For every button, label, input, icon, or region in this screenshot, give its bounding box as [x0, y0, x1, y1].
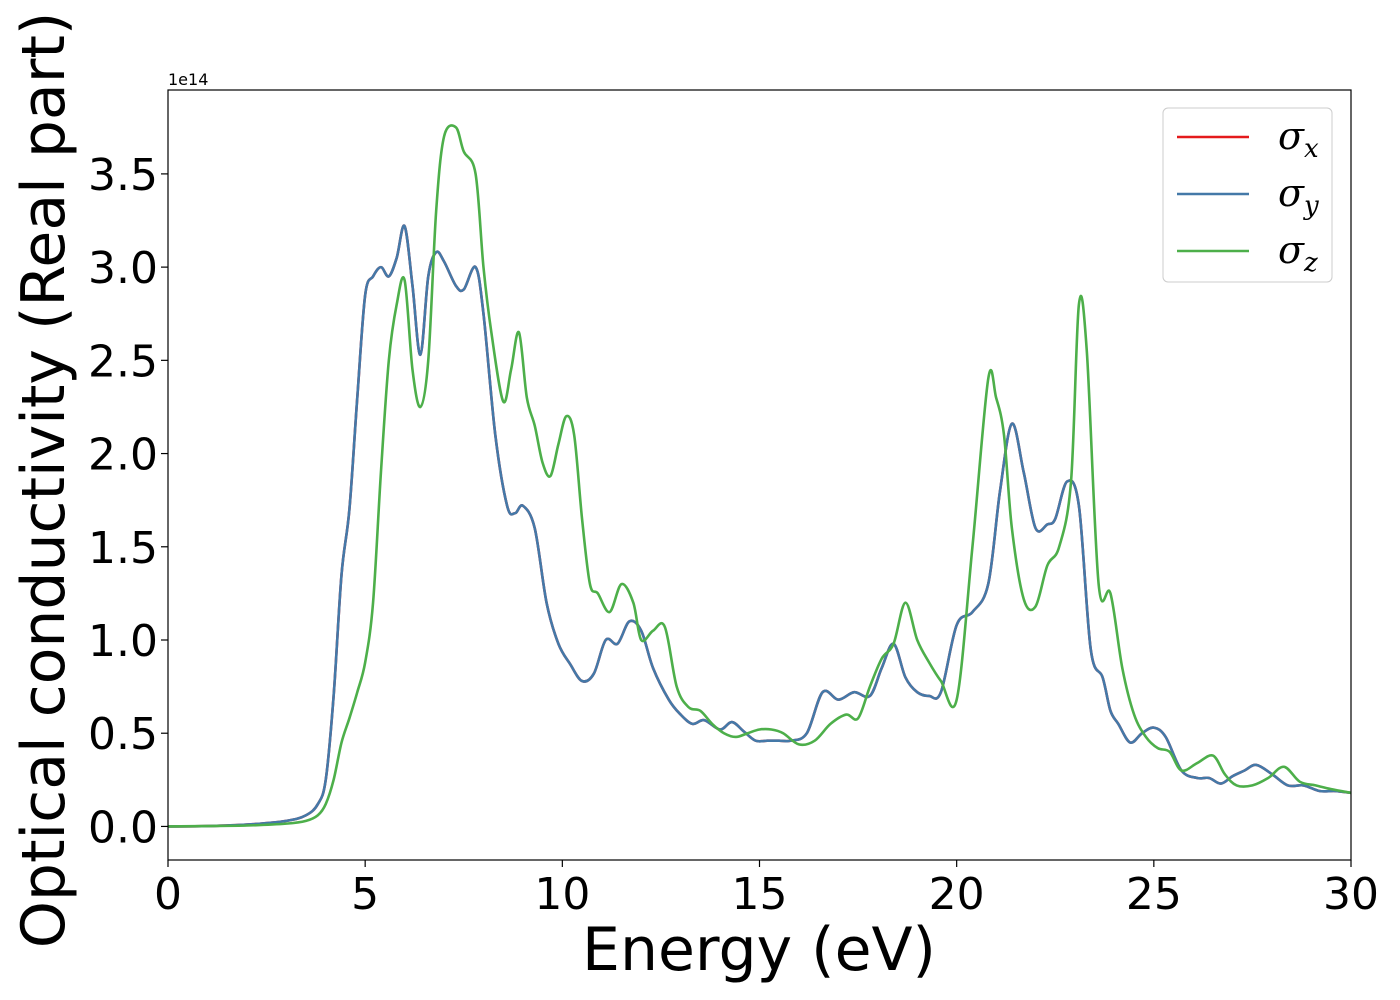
series-layer — [168, 124, 1351, 828]
legend-label-z: σz — [1278, 228, 1318, 278]
legend-label-y: σy — [1278, 171, 1319, 221]
x-tick-label: 25 — [1126, 869, 1182, 920]
y-tick-label: 1.5 — [88, 523, 158, 574]
x-tick-label: 10 — [534, 869, 590, 920]
x-tick-label: 15 — [732, 869, 788, 920]
legend: σx σy σz — [1162, 107, 1333, 283]
x-tick-label: 20 — [929, 869, 985, 920]
series-line-z — [168, 124, 1351, 828]
x-tick-label: 5 — [351, 869, 379, 920]
y-tick-label: 1.0 — [88, 616, 158, 667]
series-line-y — [168, 224, 1351, 828]
x-tick-label: 0 — [154, 869, 182, 920]
y-tick-label: 3.0 — [88, 243, 158, 294]
y-tick-label: 0.5 — [88, 709, 158, 760]
y-tick-label: 3.5 — [88, 150, 158, 201]
x-axis-ticks: 0 5 10 15 20 25 30 — [154, 860, 1379, 920]
y-tick-label: 2.0 — [88, 430, 158, 481]
x-axis-title: Energy (eV) — [582, 915, 936, 985]
y-axis-ticks: 0.0 0.5 1.0 1.5 2.0 2.5 3.0 3.5 — [88, 150, 168, 853]
x-tick-label: 30 — [1323, 869, 1379, 920]
y-tick-label: 2.5 — [88, 336, 158, 387]
y-axis-title: Optical conductivity (Real part) — [9, 12, 79, 949]
legend-label-x: σx — [1278, 114, 1319, 164]
y-offset-label: 1e14 — [168, 70, 208, 89]
y-tick-label: 0.0 — [88, 802, 158, 853]
